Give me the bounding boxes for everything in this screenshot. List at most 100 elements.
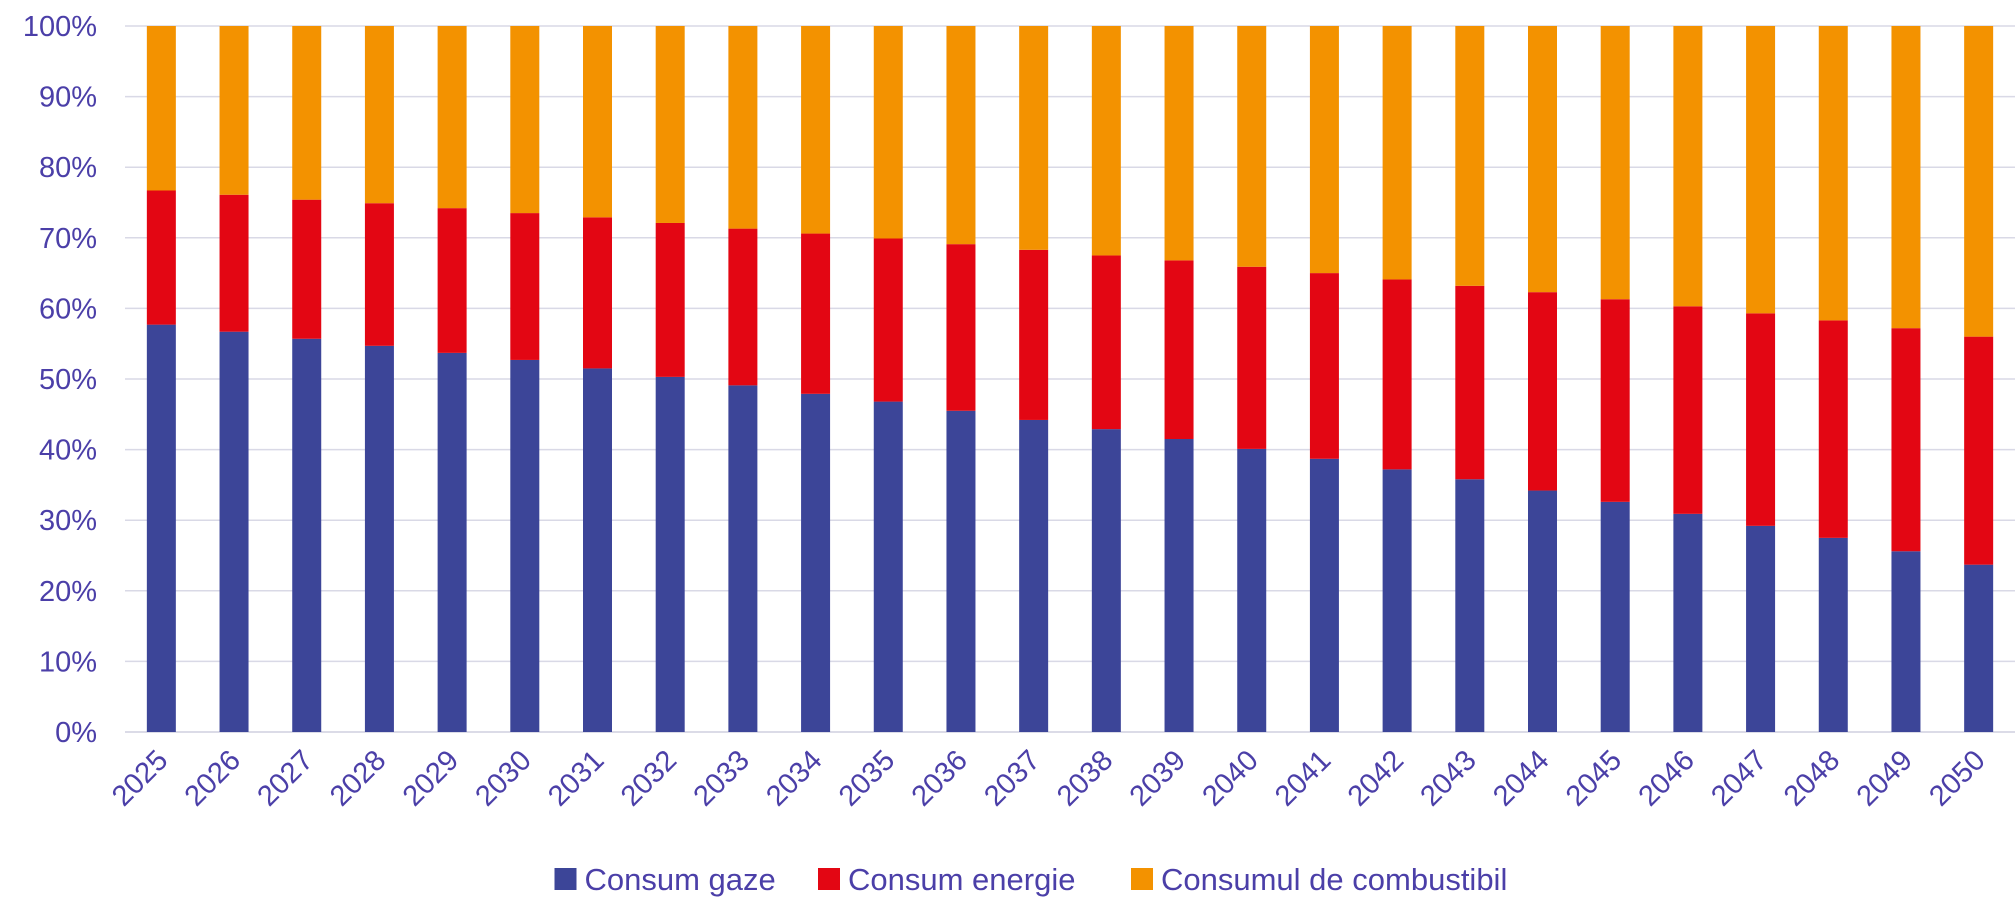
bar-segment-consum-energie-2042: [1382, 279, 1412, 470]
bar-segment-consum-energie-2044: [1528, 292, 1557, 491]
x-tick-label: 2034: [760, 744, 828, 812]
bar-segment-consumul-de-combustibil-2049: [1891, 26, 1921, 329]
bar-segment-consum-energie-2030: [510, 213, 540, 360]
x-tick-label: 2035: [833, 744, 901, 812]
x-tick-label: 2036: [906, 744, 974, 812]
legend-swatch: [1131, 868, 1153, 890]
bar-segment-consum-energie-2049: [1891, 328, 1921, 552]
bar-segment-consumul-de-combustibil-2035: [873, 26, 903, 239]
bar-segment-consumul-de-combustibil-2045: [1600, 26, 1630, 300]
bar-segment-consum-gaze-2032: [655, 376, 685, 732]
bar-segment-consum-gaze-2034: [801, 393, 831, 732]
legend-label: Consum gaze: [585, 862, 776, 897]
x-tick-label: 2047: [1705, 744, 1773, 812]
bar-segment-consum-gaze-2026: [219, 331, 249, 732]
bar-segment-consum-energie-2028: [364, 203, 394, 346]
legend-label: Consum energie: [848, 862, 1075, 897]
x-axis: 2025 2026 2027 2028 2029 2030 2031 2032 2033 2034…: [106, 744, 1992, 812]
bar-segment-consum-gaze-2031: [583, 368, 612, 732]
x-tick-label: 2042: [1342, 744, 1410, 812]
x-tick-label: 2044: [1487, 744, 1555, 812]
legend-swatch: [554, 868, 577, 890]
bar-segment-consumul-de-combustibil-2027: [292, 26, 322, 200]
bar-segment-consumul-de-combustibil-2028: [364, 26, 394, 204]
y-tick-label: 20%: [39, 576, 97, 608]
x-tick-label: 2031: [542, 744, 610, 812]
bar-segment-consumul-de-combustibil-2034: [801, 26, 831, 234]
bar-segment-consum-gaze-2036: [946, 410, 976, 732]
legend-label: Consumul de combustibil: [1161, 862, 1507, 897]
bar-segment-consum-energie-2029: [437, 208, 467, 353]
bar-segment-consumul-de-combustibil-2044: [1528, 26, 1557, 293]
x-tick-label: 2039: [1124, 744, 1192, 812]
y-tick-label: 50%: [39, 364, 97, 396]
y-tick-label: 10%: [39, 646, 97, 678]
bar-segment-consum-energie-2039: [1164, 260, 1194, 440]
x-tick-label: 2037: [978, 744, 1046, 812]
bar-segment-consum-gaze-2033: [728, 385, 758, 732]
bar-segment-consum-gaze-2042: [1382, 469, 1412, 732]
bar-segment-consum-energie-2043: [1455, 285, 1485, 480]
bar-segment-consum-gaze-2039: [1164, 439, 1194, 732]
bar-segment-consum-energie-2036: [946, 244, 976, 411]
bar-segment-consumul-de-combustibil-2047: [1746, 26, 1776, 314]
legend: Consum gaze Consum energie Consumul de com…: [554, 862, 1507, 897]
bar-segment-consum-gaze-2038: [1091, 429, 1121, 732]
bar-segment-consum-gaze-2050: [1964, 564, 1994, 732]
x-tick-label: 2045: [1560, 744, 1628, 812]
x-tick-label: 2049: [1851, 744, 1919, 812]
y-tick-label: 30%: [39, 505, 97, 537]
bar-segment-consumul-de-combustibil-2038: [1091, 26, 1121, 256]
x-tick-label: 2028: [324, 744, 392, 812]
bar-segment-consumul-de-combustibil-2043: [1455, 26, 1485, 286]
bar-segment-consumul-de-combustibil-2032: [655, 26, 685, 223]
x-tick-label: 2038: [1051, 744, 1119, 812]
bar-segment-consum-gaze-2030: [510, 359, 540, 732]
bar-segment-consumul-de-combustibil-2042: [1382, 26, 1412, 280]
bar-segment-consum-energie-2032: [655, 222, 685, 377]
x-tick-label: 2026: [179, 744, 247, 812]
bar-segment-consum-gaze-2025: [146, 324, 176, 732]
bar-segment-consum-gaze-2037: [1019, 419, 1049, 732]
bar-segment-consumul-de-combustibil-2046: [1673, 26, 1703, 307]
bar-segment-consumul-de-combustibil-2039: [1164, 26, 1194, 261]
bar-segment-consumul-de-combustibil-2048: [1818, 26, 1848, 321]
x-tick-label: 2040: [1196, 744, 1264, 812]
bar-segment-consum-energie-2046: [1673, 306, 1703, 514]
bar-segment-consum-energie-2034: [801, 233, 831, 394]
bar-segment-consum-gaze-2035: [873, 401, 903, 732]
bar-segment-consumul-de-combustibil-2033: [728, 26, 758, 229]
bar-segment-consum-energie-2050: [1964, 336, 1994, 565]
bar-segment-consum-energie-2040: [1237, 266, 1267, 449]
bar-segment-consum-energie-2038: [1091, 255, 1121, 430]
x-tick-label: 2046: [1633, 744, 1701, 812]
bar-segment-consum-energie-2027: [292, 199, 322, 339]
x-tick-label: 2050: [1923, 744, 1991, 812]
bar-segment-consum-energie-2047: [1746, 313, 1776, 526]
bar-segment-consum-energie-2026: [219, 194, 249, 332]
bar-segment-consum-energie-2033: [728, 228, 758, 386]
bar-segment-consum-gaze-2045: [1600, 501, 1630, 732]
bar-segment-consum-gaze-2043: [1455, 479, 1485, 732]
y-tick-label: 40%: [39, 435, 97, 467]
y-tick-label: 0%: [55, 717, 97, 749]
x-tick-label: 2041: [1269, 744, 1337, 812]
x-tick-label: 2033: [688, 744, 756, 812]
gridlines: [125, 25, 2015, 733]
bar-segment-consum-gaze-2027: [292, 338, 322, 732]
bar-segment-consum-gaze-2047: [1746, 525, 1776, 732]
bar-segment-consum-gaze-2049: [1891, 551, 1921, 732]
x-tick-label: 2027: [251, 744, 319, 812]
bar-segment-consum-energie-2045: [1600, 299, 1630, 502]
y-tick-label: 100%: [23, 11, 97, 43]
bar-segment-consumul-de-combustibil-2026: [219, 26, 249, 195]
bar-segment-consum-energie-2035: [873, 238, 903, 402]
bar-segment-consum-energie-2048: [1818, 320, 1848, 538]
bar-segment-consum-gaze-2044: [1528, 490, 1557, 732]
bar-segment-consum-gaze-2046: [1673, 513, 1703, 732]
bar-segment-consumul-de-combustibil-2025: [146, 26, 176, 191]
y-tick-label: 70%: [39, 223, 97, 255]
bar-segment-consum-energie-2025: [146, 190, 176, 325]
x-tick-label: 2043: [1415, 744, 1483, 812]
